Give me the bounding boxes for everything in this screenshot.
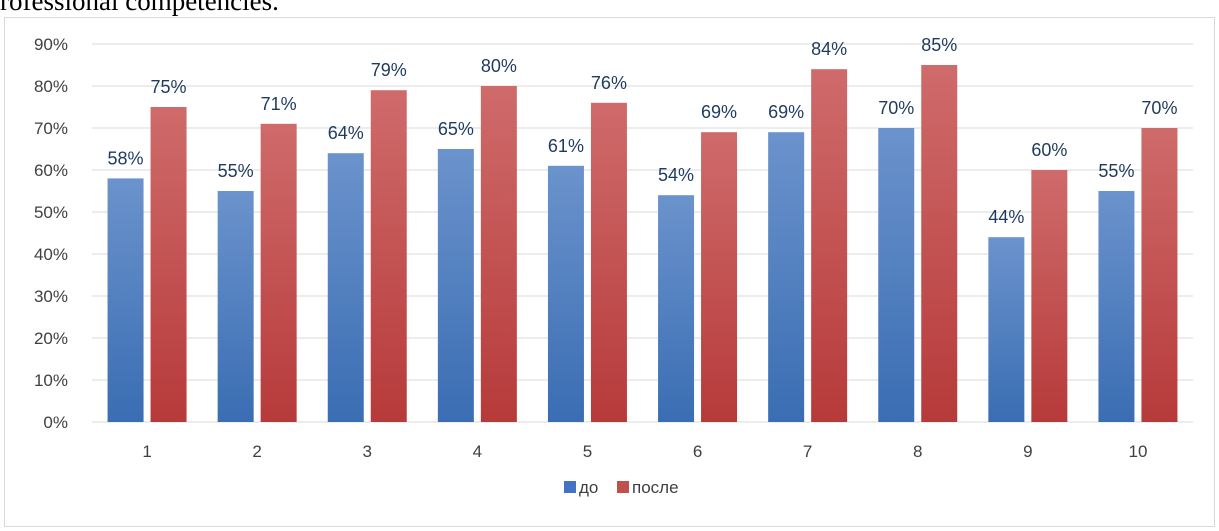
x-tick-label: 1 <box>142 442 151 461</box>
data-label: 55% <box>1098 161 1134 181</box>
x-tick-label: 3 <box>363 442 372 461</box>
legend-swatch-do <box>564 481 576 493</box>
clipped-heading: rofessional competencies. <box>0 0 279 16</box>
y-tick-label: 70% <box>34 119 68 138</box>
data-label: 79% <box>371 60 407 80</box>
y-tick-label: 80% <box>34 77 68 96</box>
x-tick-label: 5 <box>583 442 592 461</box>
x-tick-label: 8 <box>913 442 922 461</box>
bar-posle <box>701 132 738 422</box>
bar-do <box>547 165 584 423</box>
data-label: 58% <box>108 148 144 168</box>
data-label: 60% <box>1031 140 1067 160</box>
bar-posle <box>811 69 848 422</box>
data-label: 70% <box>878 98 914 118</box>
data-label: 64% <box>328 123 364 143</box>
data-label: 54% <box>658 165 694 185</box>
data-label: 80% <box>481 56 517 76</box>
data-label: 85% <box>921 35 957 55</box>
bar-do <box>768 132 805 422</box>
y-tick-label: 30% <box>34 287 68 306</box>
x-tick-label: 6 <box>693 442 702 461</box>
bar-do <box>327 153 364 422</box>
data-label: 76% <box>591 73 627 93</box>
bar-do <box>988 237 1025 422</box>
data-label: 55% <box>218 161 254 181</box>
data-label: 70% <box>1141 98 1177 118</box>
bar-do <box>217 191 254 422</box>
x-tick-label: 9 <box>1023 442 1032 461</box>
data-label: 65% <box>438 119 474 139</box>
y-tick-label: 90% <box>34 35 68 54</box>
data-label: 71% <box>261 94 297 114</box>
data-label: 69% <box>768 102 804 122</box>
data-label: 75% <box>151 77 187 97</box>
bar-posle <box>480 86 517 422</box>
bar-posle <box>590 102 627 423</box>
bar-do <box>1098 191 1135 422</box>
bar-posle <box>150 107 187 422</box>
chart-frame: 0% 10% 20% 30% 40% 50% 60% 70% 80% 90% 58% 75% 1 55% 7… <box>4 17 1215 527</box>
y-tick-label: 50% <box>34 203 68 222</box>
x-tick-label: 2 <box>252 442 261 461</box>
x-tick-label: 10 <box>1128 442 1147 461</box>
x-tick-label: 7 <box>803 442 812 461</box>
bar-posle <box>921 65 958 422</box>
legend-label: после <box>632 478 679 497</box>
y-tick-label: 10% <box>34 371 68 390</box>
legend-swatch-posle <box>617 481 629 493</box>
y-tick-label: 60% <box>34 161 68 180</box>
bar-chart: 0% 10% 20% 30% 40% 50% 60% 70% 80% 90% 58% 75% 1 55% 7… <box>34 35 1193 497</box>
data-label: 84% <box>811 39 847 59</box>
data-label: 44% <box>988 207 1024 227</box>
bar-posle <box>1141 128 1178 422</box>
legend-label: до <box>579 478 598 497</box>
y-tick-label: 40% <box>34 245 68 264</box>
bar-posle <box>1031 170 1068 422</box>
bar-do <box>437 149 474 422</box>
y-tick-label: 0% <box>43 413 68 432</box>
y-tick-label: 20% <box>34 329 68 348</box>
bar-do <box>107 178 144 422</box>
bar-posle <box>260 123 297 423</box>
bar-do <box>878 128 915 422</box>
data-label: 69% <box>701 102 737 122</box>
bar-do <box>658 195 695 422</box>
x-tick-label: 4 <box>473 442 482 461</box>
data-label: 61% <box>548 136 584 156</box>
bar-posle <box>370 90 407 422</box>
